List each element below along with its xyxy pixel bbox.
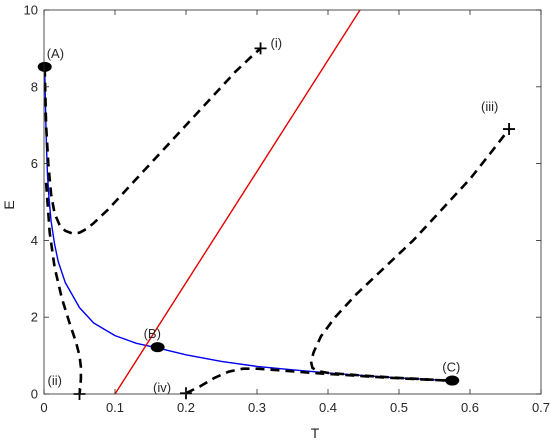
y-tick-label-2: 2 [31, 310, 38, 325]
x-tick-label-7: 0.6 [461, 400, 479, 415]
equilibrium-label-2: (B) [144, 326, 161, 341]
plot-area: (A) (B) (C) (i) (ii) (iii) (iv) [37, 10, 516, 400]
start-label-1: (i) [271, 35, 283, 50]
start-label-4: (iv) [153, 380, 171, 395]
start-label-2: (ii) [48, 373, 62, 388]
equilibrium-marker-3 [445, 375, 460, 386]
series-line-4 [44, 182, 83, 394]
equilibrium-marker-1 [37, 61, 52, 72]
y-tick-label-1: 0 [31, 387, 38, 402]
y-tick-label-5: 8 [31, 79, 38, 94]
start-label-3: (iii) [481, 99, 498, 114]
x-tick-label-3: 0.2 [177, 400, 195, 415]
start-marker-3 [503, 123, 516, 136]
equilibrium-label-3: (C) [442, 360, 460, 375]
axes-frame [43, 9, 542, 395]
equilibrium-label-1: (A) [47, 46, 64, 61]
x-tick-label-8: 0.7 [532, 400, 550, 415]
series-group [44, 10, 511, 394]
x-tick-label-2: 0.1 [106, 400, 124, 415]
series-line-6 [185, 367, 449, 394]
start-marker-1 [254, 42, 267, 55]
series-line-5 [309, 128, 511, 382]
equilibrium-marker-2 [150, 342, 165, 353]
y-tick-label-4: 6 [31, 156, 38, 171]
y-tick-label-3: 4 [31, 233, 38, 248]
x-tick-label-4: 0.3 [248, 400, 266, 415]
y-tick-label-6: 10 [24, 3, 38, 18]
x-axis-label: T [311, 425, 320, 441]
series-line-2 [114, 10, 361, 394]
x-tick-label-5: 0.4 [319, 400, 337, 415]
y-axis-label: E [1, 200, 17, 209]
x-tick-label-6: 0.5 [390, 400, 408, 415]
axes: 0 0.1 0.2 0.3 0.4 0.5 0.6 0.7 0 2 4 6 8 10 [24, 3, 550, 416]
x-tick-label-1: 0 [40, 400, 47, 415]
